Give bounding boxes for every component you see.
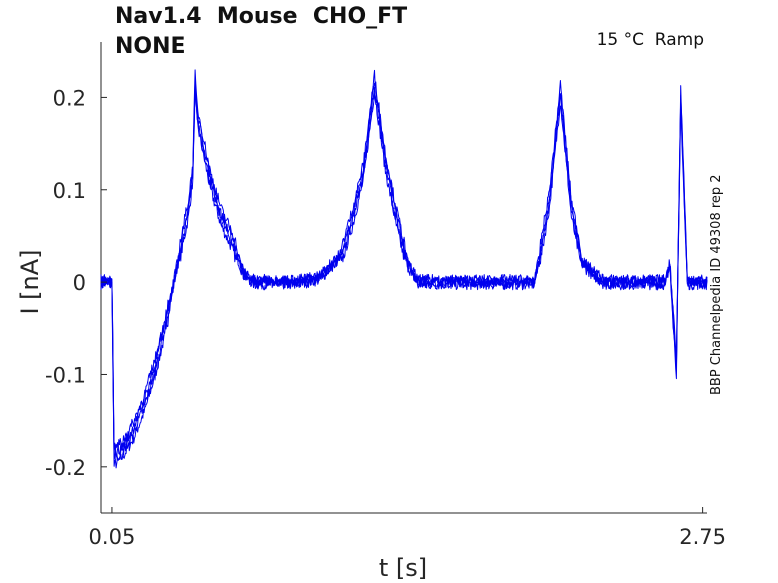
y-tick-label: -0.2 [45, 456, 86, 480]
y-tick-label: 0.1 [53, 179, 86, 203]
current-trace-line [100, 69, 708, 454]
x-tick-label: 0.05 [89, 525, 136, 549]
y-axis-label: I [nA] [16, 249, 44, 314]
ticks: -0.2 -0.1 0 0.1 0.2 0.05 2.75 [45, 86, 726, 549]
current-trace-line [100, 81, 708, 463]
x-tick-label: 2.75 [679, 525, 726, 549]
x-axis-label: t [s] [379, 554, 427, 582]
chart-subtitle: NONE [115, 34, 186, 59]
y-tick-label: 0.2 [53, 86, 86, 110]
traces [100, 69, 708, 469]
y-tick-label: 0 [73, 271, 86, 295]
current-trace-line [100, 80, 708, 460]
y-tick-label: -0.1 [45, 363, 86, 387]
chart-title: Nav1.4 Mouse CHO_FT [115, 4, 408, 29]
condition-label: 15 °C Ramp [596, 30, 704, 50]
